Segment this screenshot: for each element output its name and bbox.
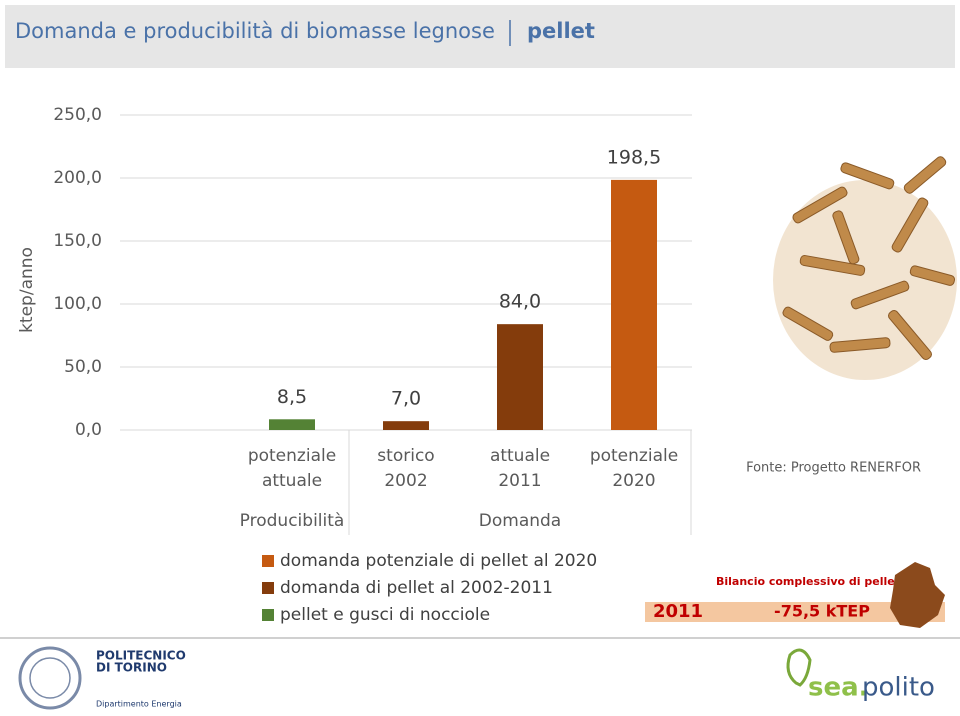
y-tick-label: 0,0 bbox=[75, 420, 102, 440]
y-tick-label: 100,0 bbox=[53, 294, 102, 314]
brand-sea: sea. bbox=[808, 673, 869, 703]
x-tick-label: potenziale attuale bbox=[247, 446, 337, 491]
y-tick-label: 50,0 bbox=[64, 357, 102, 377]
legend-label: domanda di pellet al 2002-2011 bbox=[280, 578, 553, 598]
pellet-image bbox=[773, 156, 957, 380]
y-tick-label: 150,0 bbox=[53, 231, 102, 251]
header-bar bbox=[5, 5, 955, 68]
bar bbox=[383, 421, 429, 430]
brand-icon bbox=[786, 648, 812, 687]
source: Fonte: Progetto RENERFOR bbox=[746, 461, 921, 476]
university-seal-inner bbox=[29, 657, 71, 699]
university-name: POLITECNICO bbox=[96, 649, 186, 663]
x-tick-label: attuale 2011 bbox=[489, 446, 551, 491]
balance-year: 2011 bbox=[653, 601, 703, 622]
data-label: 8,5 bbox=[277, 386, 307, 408]
legend-swatch bbox=[262, 555, 274, 567]
region-map bbox=[890, 562, 945, 628]
data-label: 198,5 bbox=[607, 146, 661, 168]
x-tick-label: potenziale 2020 bbox=[589, 446, 679, 491]
data-label: 7,0 bbox=[391, 388, 421, 410]
university-name: DI TORINO bbox=[96, 661, 167, 675]
header-title: Domanda e producibilità di biomasse legn… bbox=[15, 19, 495, 43]
bar bbox=[269, 419, 315, 430]
data-label: 84,0 bbox=[499, 291, 541, 313]
footer: POLITECNICO DI TORINO Dipartimento Energ… bbox=[18, 646, 935, 710]
legend-swatch bbox=[262, 582, 274, 594]
header-highlight: pellet bbox=[527, 19, 595, 43]
university-seal bbox=[18, 646, 82, 710]
x-tick-label: storico 2002 bbox=[377, 446, 435, 491]
bar bbox=[611, 179, 657, 430]
y-tick-label: 200,0 bbox=[53, 168, 102, 188]
group-label: Producibilità bbox=[240, 511, 345, 531]
legend-label: domanda potenziale di pellet al 2020 bbox=[280, 551, 597, 571]
brand-polito: polito bbox=[862, 673, 935, 703]
balance-bar bbox=[645, 602, 945, 622]
department: Dipartimento Energia bbox=[96, 700, 182, 709]
legend-label: pellet e gusci di nocciole bbox=[280, 605, 490, 625]
legend-swatch bbox=[262, 609, 274, 621]
balance-title: Bilancio complessivo di pellet bbox=[716, 575, 900, 588]
balance-box: Bilancio complessivo di pellet 2011 -75,… bbox=[645, 562, 945, 628]
y-axis-label: ktep/anno bbox=[17, 247, 37, 333]
balance-value: -75,5 kTEP bbox=[774, 602, 870, 621]
group-label: Domanda bbox=[479, 511, 561, 531]
bar bbox=[497, 324, 543, 430]
y-tick-label: 250,0 bbox=[53, 105, 102, 125]
